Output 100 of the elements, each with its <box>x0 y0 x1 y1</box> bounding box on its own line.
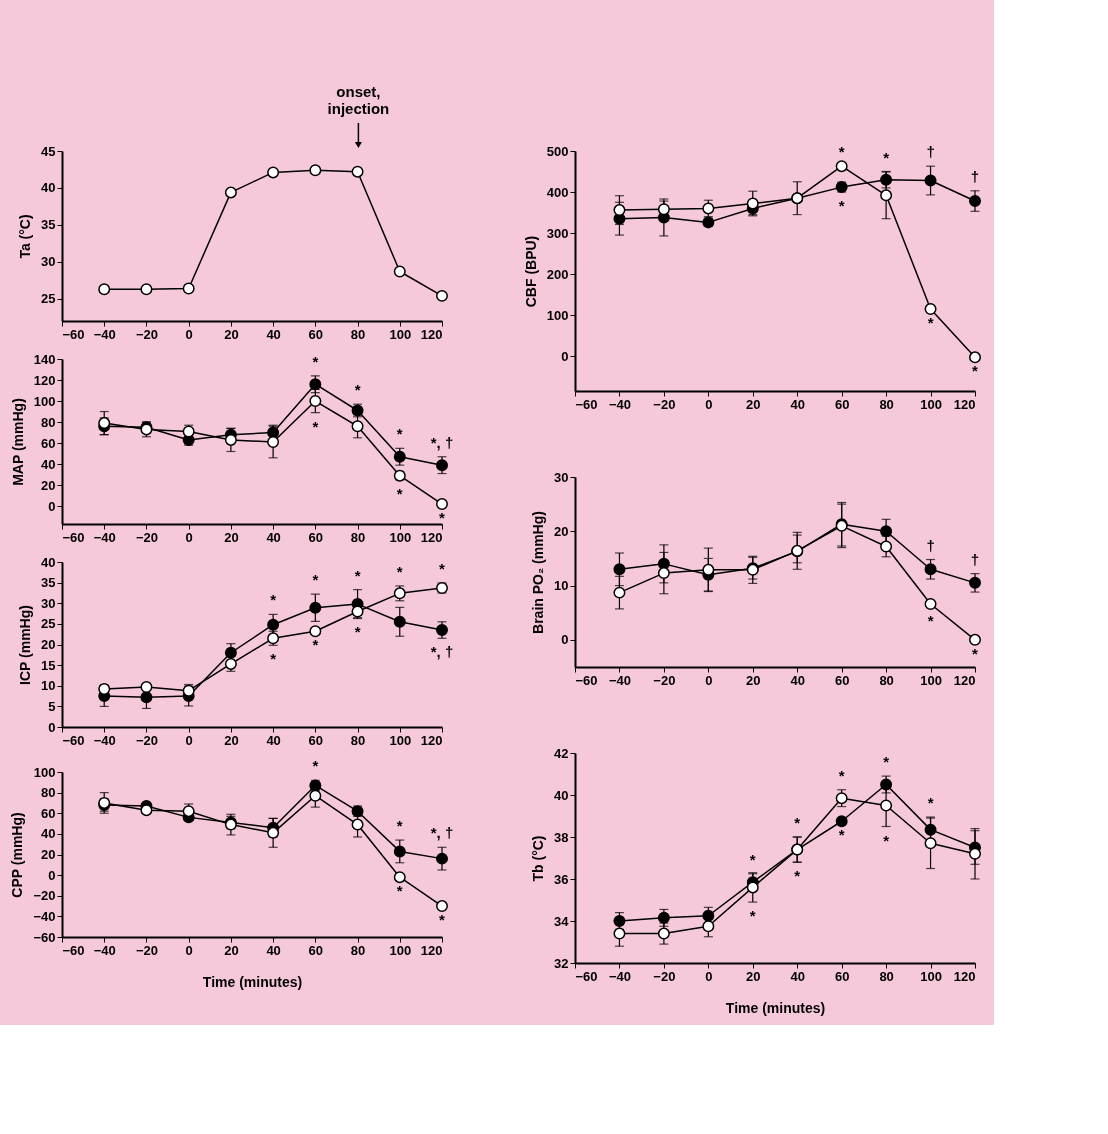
y-tick-label: 140 <box>33 351 56 367</box>
x-tick-label: −40 <box>93 326 116 342</box>
x-tick-label: 80 <box>350 529 366 545</box>
x-tick-label: 80 <box>879 672 894 688</box>
annotation: * <box>749 907 756 925</box>
x-tick-label: 80 <box>350 326 366 342</box>
annotation: * <box>396 484 403 502</box>
y-tick-label: 100 <box>546 307 569 323</box>
x-tick-label: 0 <box>185 732 193 748</box>
y-tick-label: 500 <box>546 143 569 159</box>
y-tick-label: 36 <box>554 871 569 887</box>
text: onset, injection <box>327 83 390 117</box>
y-tick-label: 200 <box>546 266 569 282</box>
annotation: * <box>270 591 277 609</box>
x-tick-label: −60 <box>62 529 85 545</box>
x-tick-label: −20 <box>653 672 676 688</box>
annotation: * <box>354 566 361 584</box>
x-tick-label: 100 <box>920 968 942 984</box>
annotation: † <box>970 167 980 185</box>
x-tick-label: 0 <box>705 672 713 688</box>
x-tick-label: −40 <box>608 968 631 984</box>
x-tick-label: 120 <box>420 326 443 342</box>
x-tick-label: −20 <box>135 326 158 342</box>
x-tick-label: 40 <box>790 968 805 984</box>
annotation: * <box>794 814 801 831</box>
y-tick-label: 35 <box>41 575 56 591</box>
annotation: * <box>439 509 446 527</box>
annotation: *, † <box>430 824 454 842</box>
x-tick-label: 100 <box>389 732 412 748</box>
y-tick-label: 300 <box>546 225 569 241</box>
y-tick-label: 0 <box>561 632 569 648</box>
annotation: * <box>883 148 890 166</box>
y-tick-label: 120 <box>33 372 56 388</box>
y-tick-label: 40 <box>41 456 56 472</box>
y-tick-label: 15 <box>41 657 56 673</box>
annotation: * <box>749 850 756 868</box>
annotation: * <box>838 197 845 215</box>
y-tick-label: 40 <box>41 554 56 570</box>
x-tick-label: −60 <box>575 672 598 688</box>
annotation: * <box>927 794 934 812</box>
x-tick-label: −60 <box>62 732 85 748</box>
x-tick-label: −20 <box>135 529 158 545</box>
y-tick-label: 60 <box>41 805 56 821</box>
y-tick-label: −20 <box>33 888 56 904</box>
y-tick-label: 45 <box>41 143 56 159</box>
annotation: * <box>883 753 890 771</box>
y-tick-label: 30 <box>554 469 569 485</box>
x-tick-label: −40 <box>93 942 116 958</box>
x-tick-label: 40 <box>266 942 281 958</box>
x-tick-label: 20 <box>224 529 239 545</box>
y-tick-label: 100 <box>33 764 56 780</box>
y-tick-label: 60 <box>41 435 56 451</box>
y-tick-label: 10 <box>554 578 569 594</box>
annotation: * <box>354 381 361 399</box>
x-tick-label: 100 <box>389 529 412 545</box>
y-axis-title: CBF (BPU) <box>522 235 539 308</box>
annotation: * <box>396 562 403 580</box>
y-tick-label: 20 <box>41 637 56 652</box>
annotation: † <box>926 143 935 161</box>
x-tick-label: 0 <box>185 942 193 958</box>
y-tick-label: −40 <box>33 908 56 924</box>
y-axis-title: Ta (°C) <box>17 214 34 259</box>
annotation: † <box>926 536 935 554</box>
x-tick-label: 0 <box>705 396 713 412</box>
x-tick-label: 100 <box>920 396 942 412</box>
y-tick-label: 0 <box>48 867 56 883</box>
annotation: * <box>396 425 403 443</box>
x-tick-label: 120 <box>420 942 443 958</box>
x-tick-label: 100 <box>920 672 942 688</box>
y-tick-label: 0 <box>48 719 56 735</box>
x-tick-label: 60 <box>834 396 850 412</box>
x-tick-label: 20 <box>224 326 239 342</box>
y-tick-label: 42 <box>554 745 569 761</box>
x-tick-label: 40 <box>790 396 805 412</box>
x-tick-label: 40 <box>266 732 281 748</box>
annotation: * <box>396 882 403 900</box>
annotation: * <box>354 622 361 640</box>
annotation: *, † <box>430 433 454 451</box>
x-tick-label: −40 <box>608 396 631 412</box>
x-tick-label: −40 <box>93 732 116 748</box>
annotation: * <box>794 867 801 885</box>
y-tick-label: 400 <box>546 184 569 200</box>
y-tick-label: 38 <box>554 829 569 845</box>
annotation: * <box>312 636 319 654</box>
y-tick-label: −60 <box>33 929 56 945</box>
annotation: * <box>838 143 845 161</box>
y-tick-label: 20 <box>41 477 56 493</box>
annotation: * <box>838 766 845 784</box>
x-tick-label: 60 <box>308 942 324 958</box>
x-tick-label: 40 <box>266 326 281 342</box>
annotation: * <box>439 560 446 578</box>
x-tick-label: 20 <box>224 942 239 958</box>
annotation: * <box>312 571 319 589</box>
annotation: * <box>312 757 319 775</box>
annotation: * <box>270 650 277 668</box>
annotation: * <box>838 826 845 844</box>
y-tick-label: 10 <box>41 678 56 694</box>
annotation: *, † <box>430 643 454 661</box>
y-tick-label: 80 <box>41 414 56 430</box>
x-tick-label: 100 <box>389 942 412 958</box>
